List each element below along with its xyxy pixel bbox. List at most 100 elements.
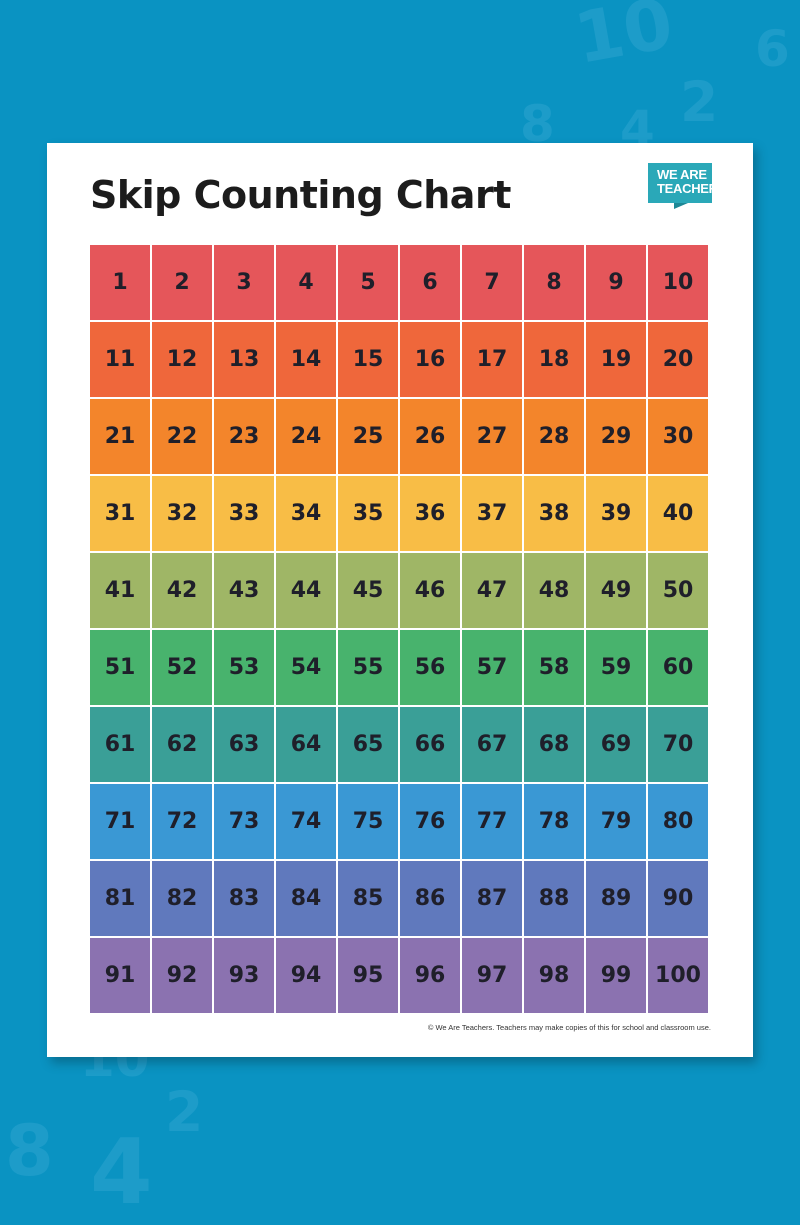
number-cell: 73 [214, 784, 274, 859]
number-cell: 8 [524, 245, 584, 320]
number-cell: 93 [214, 938, 274, 1013]
number-cell: 49 [586, 553, 646, 628]
number-cell: 34 [276, 476, 336, 551]
number-cell: 44 [276, 553, 336, 628]
number-cell: 17 [462, 322, 522, 397]
number-cell: 51 [90, 630, 150, 705]
number-cell: 55 [338, 630, 398, 705]
number-cell: 65 [338, 707, 398, 782]
number-cell: 67 [462, 707, 522, 782]
number-cell: 95 [338, 938, 398, 1013]
number-cell: 88 [524, 861, 584, 936]
number-cell: 31 [90, 476, 150, 551]
number-cell: 9 [586, 245, 646, 320]
number-cell: 2 [152, 245, 212, 320]
background-number: 2 [165, 1080, 204, 1144]
number-cell: 89 [586, 861, 646, 936]
number-cell: 94 [276, 938, 336, 1013]
number-cell: 32 [152, 476, 212, 551]
number-cell: 92 [152, 938, 212, 1013]
number-cell: 24 [276, 399, 336, 474]
number-cell: 63 [214, 707, 274, 782]
number-cell: 69 [586, 707, 646, 782]
number-cell: 59 [586, 630, 646, 705]
number-cell: 97 [462, 938, 522, 1013]
logo-line-1: WE ARE [657, 167, 707, 182]
number-cell: 12 [152, 322, 212, 397]
number-cell: 47 [462, 553, 522, 628]
number-cell: 1 [90, 245, 150, 320]
number-cell: 78 [524, 784, 584, 859]
background-number: 8 [5, 1110, 54, 1192]
number-cell: 50 [648, 553, 708, 628]
number-cell: 25 [338, 399, 398, 474]
number-cell: 26 [400, 399, 460, 474]
number-cell: 22 [152, 399, 212, 474]
number-cell: 42 [152, 553, 212, 628]
number-cell: 84 [276, 861, 336, 936]
number-cell: 3 [214, 245, 274, 320]
number-cell: 38 [524, 476, 584, 551]
number-cell: 48 [524, 553, 584, 628]
background-number: 4 [90, 1120, 153, 1225]
number-cell: 64 [276, 707, 336, 782]
number-cell: 77 [462, 784, 522, 859]
number-cell: 35 [338, 476, 398, 551]
number-cell: 5 [338, 245, 398, 320]
number-cell: 13 [214, 322, 274, 397]
number-cell: 20 [648, 322, 708, 397]
number-cell: 75 [338, 784, 398, 859]
number-cell: 91 [90, 938, 150, 1013]
number-cell: 28 [524, 399, 584, 474]
number-cell: 39 [586, 476, 646, 551]
number-cell: 98 [524, 938, 584, 1013]
number-cell: 100 [648, 938, 708, 1013]
number-cell: 76 [400, 784, 460, 859]
number-cell: 45 [338, 553, 398, 628]
number-cell: 30 [648, 399, 708, 474]
number-cell: 29 [586, 399, 646, 474]
we-are-teachers-logo: WE ARE TEACHERS [648, 163, 727, 209]
number-cell: 72 [152, 784, 212, 859]
copyright-footer: © We Are Teachers. Teachers may make cop… [427, 1023, 711, 1032]
number-cell: 99 [586, 938, 646, 1013]
number-cell: 14 [276, 322, 336, 397]
number-cell: 87 [462, 861, 522, 936]
number-cell: 60 [648, 630, 708, 705]
number-cell: 52 [152, 630, 212, 705]
number-cell: 36 [400, 476, 460, 551]
logo-line-2: TEACHERS [657, 181, 727, 196]
number-cell: 86 [400, 861, 460, 936]
number-cell: 37 [462, 476, 522, 551]
number-cell: 61 [90, 707, 150, 782]
number-cell: 40 [648, 476, 708, 551]
number-cell: 33 [214, 476, 274, 551]
number-cell: 90 [648, 861, 708, 936]
number-cell: 58 [524, 630, 584, 705]
number-cell: 96 [400, 938, 460, 1013]
number-cell: 74 [276, 784, 336, 859]
number-cell: 46 [400, 553, 460, 628]
number-cell: 16 [400, 322, 460, 397]
number-grid: 1 2 3 4 5 6 7 8 9 10 11 12 13 14 15 16 17 18 19 20 21 22 23 24 2… [90, 245, 710, 1013]
number-cell: 7 [462, 245, 522, 320]
number-cell: 83 [214, 861, 274, 936]
number-cell: 23 [214, 399, 274, 474]
page-title: Skip Counting Chart [90, 173, 511, 217]
number-cell: 6 [400, 245, 460, 320]
number-cell: 54 [276, 630, 336, 705]
number-cell: 41 [90, 553, 150, 628]
number-cell: 19 [586, 322, 646, 397]
background-number: 10 [568, 0, 679, 80]
number-cell: 68 [524, 707, 584, 782]
number-cell: 82 [152, 861, 212, 936]
number-cell: 10 [648, 245, 708, 320]
number-cell: 80 [648, 784, 708, 859]
number-cell: 70 [648, 707, 708, 782]
number-cell: 85 [338, 861, 398, 936]
number-cell: 15 [338, 322, 398, 397]
number-cell: 62 [152, 707, 212, 782]
number-cell: 66 [400, 707, 460, 782]
background-number: 2 [680, 70, 719, 134]
